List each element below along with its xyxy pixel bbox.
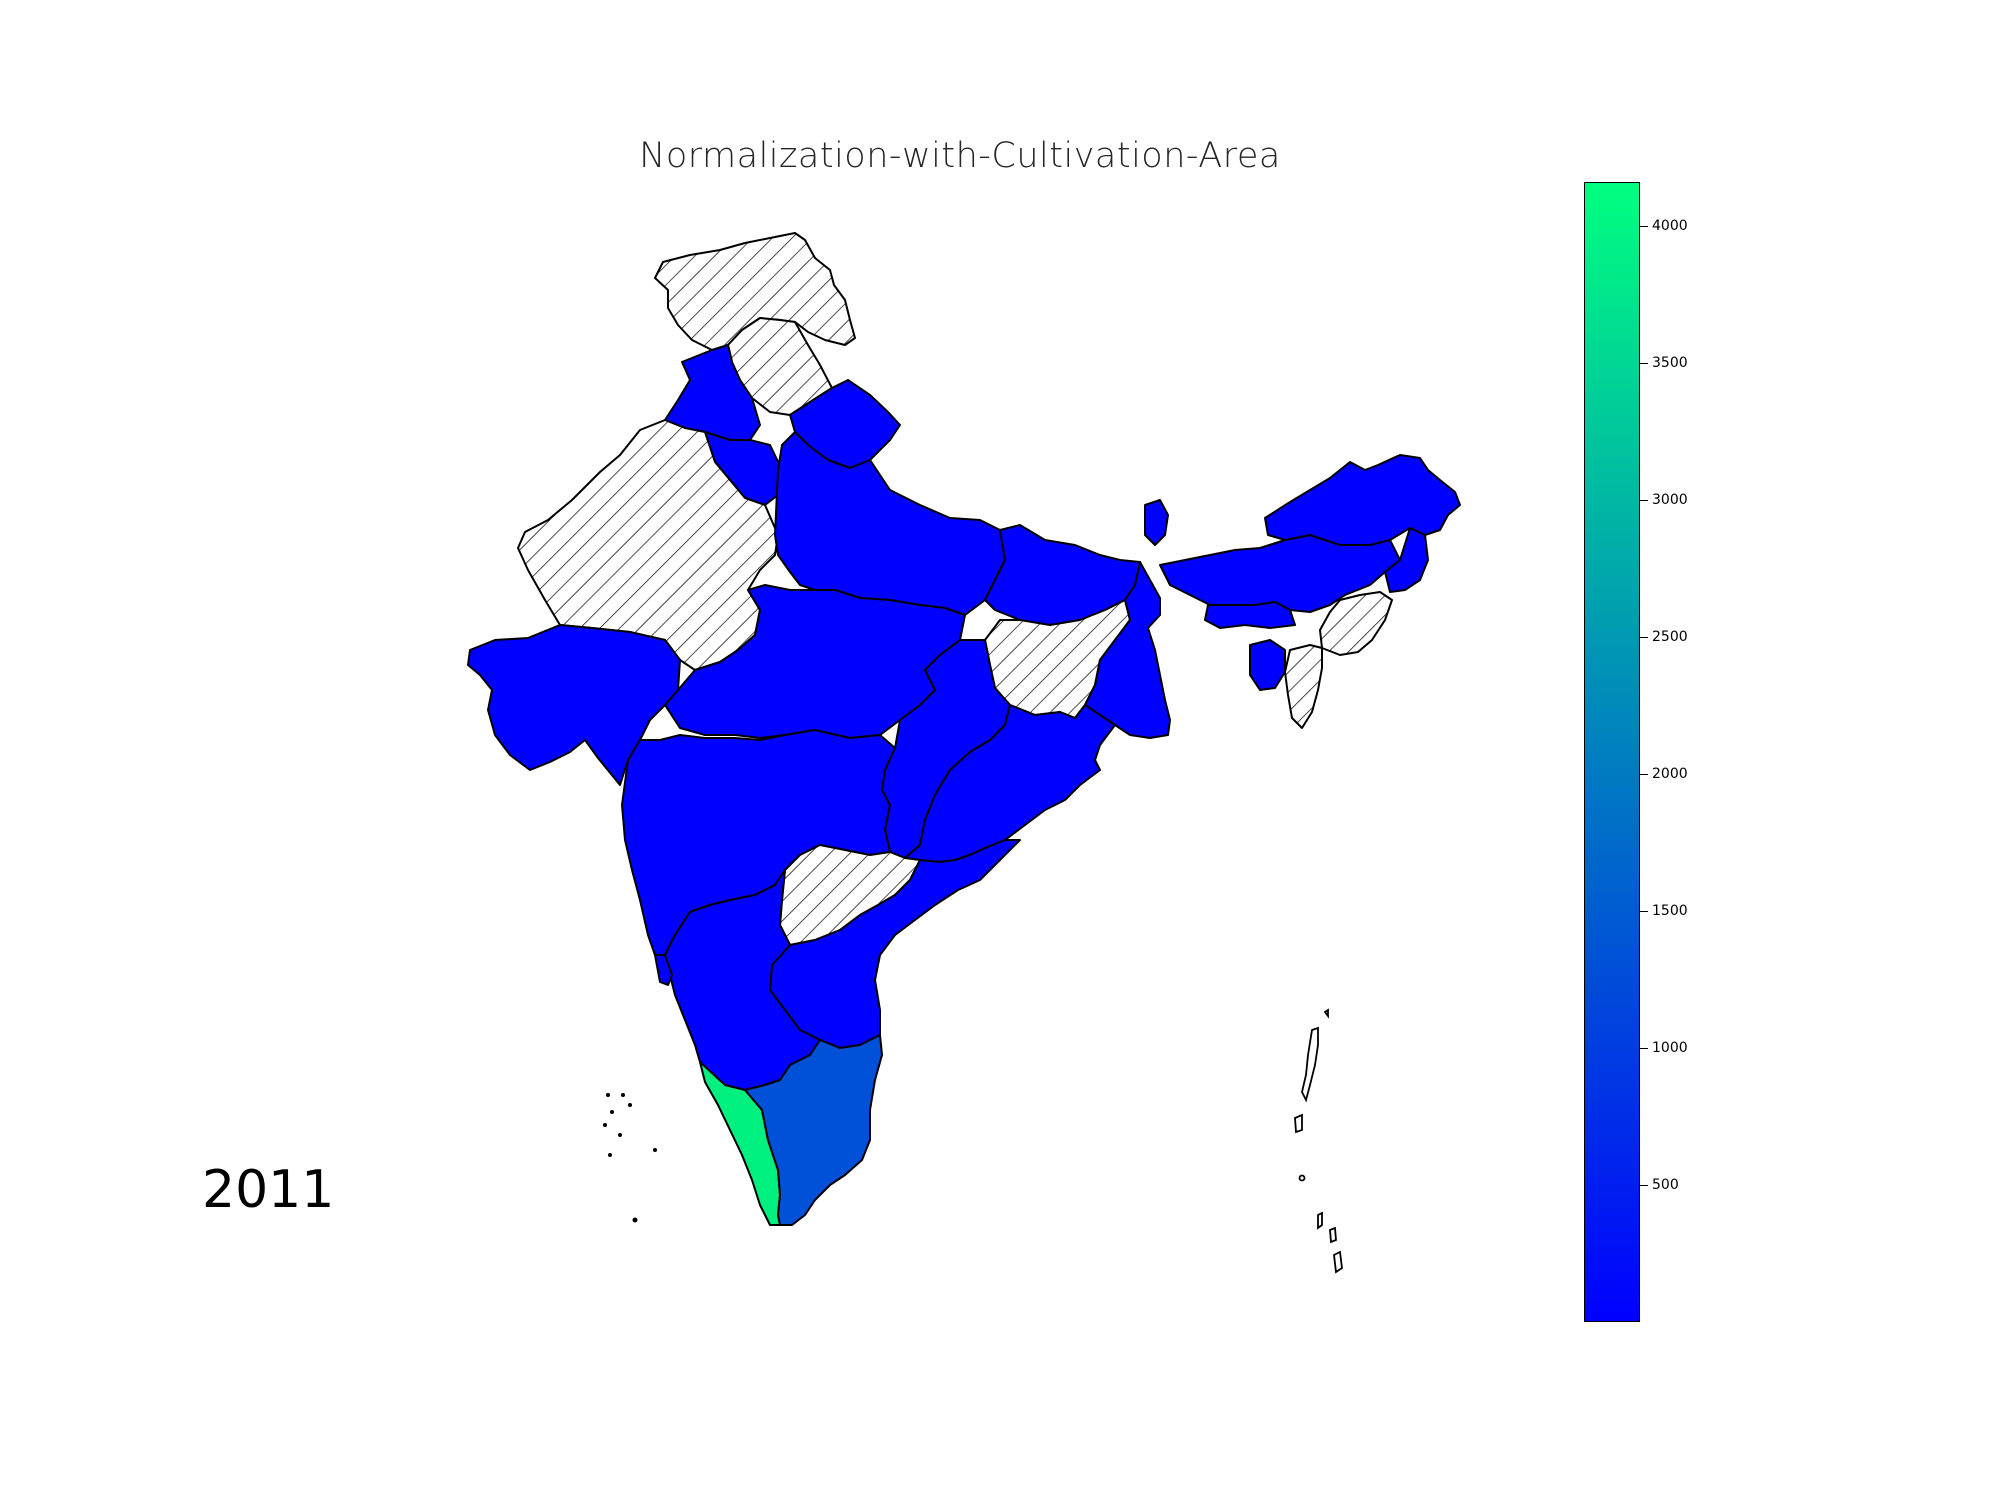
colorbar xyxy=(1584,182,1640,1322)
region-uttar-pradesh xyxy=(774,431,1006,616)
colorbar-tick-label: 2000 xyxy=(1652,765,1688,782)
colorbar-tick-label: 2500 xyxy=(1652,628,1688,645)
map-title: Normalization-with-Cultivation-Area xyxy=(639,136,1281,176)
lakshadweep-islands xyxy=(603,1093,657,1223)
colorbar-tick-label: 1000 xyxy=(1652,1039,1688,1056)
region-sikkim xyxy=(1144,499,1169,546)
colorbar-tick-label: 3000 xyxy=(1652,491,1688,508)
region-manipur xyxy=(1319,591,1393,656)
colorbar-tick-mark xyxy=(1640,910,1648,912)
region-tripura xyxy=(1249,639,1286,691)
region-goa xyxy=(654,954,673,986)
colorbar-tick-label: 1500 xyxy=(1652,902,1688,919)
colorbar-tick-mark xyxy=(1640,773,1648,775)
region-mizoram xyxy=(1284,644,1323,729)
andaman-nicobar-islands xyxy=(1294,1008,1343,1274)
colorbar-tick-label: 3500 xyxy=(1652,354,1688,371)
region-tamil-nadu xyxy=(744,1034,883,1226)
year-label: 2011 xyxy=(202,1160,335,1220)
region-nagaland xyxy=(1384,527,1429,593)
region-west-bengal xyxy=(1084,561,1171,739)
colorbar-tick-mark xyxy=(1640,1047,1648,1049)
region-gujarat xyxy=(467,624,681,786)
colorbar-tick-label: 500 xyxy=(1652,1176,1679,1193)
colorbar-tick-mark xyxy=(1640,362,1648,364)
colorbar-tick-mark xyxy=(1640,636,1648,638)
colorbar-tick-mark xyxy=(1640,1184,1648,1186)
colorbar-tick-mark xyxy=(1640,225,1648,227)
colorbar-tick-label: 4000 xyxy=(1652,217,1688,234)
region-jammu-kashmir xyxy=(654,232,856,351)
colorbar-tick-mark xyxy=(1640,499,1648,501)
region-meghalaya xyxy=(1204,601,1296,629)
region-arunachal-pradesh xyxy=(1264,454,1461,546)
